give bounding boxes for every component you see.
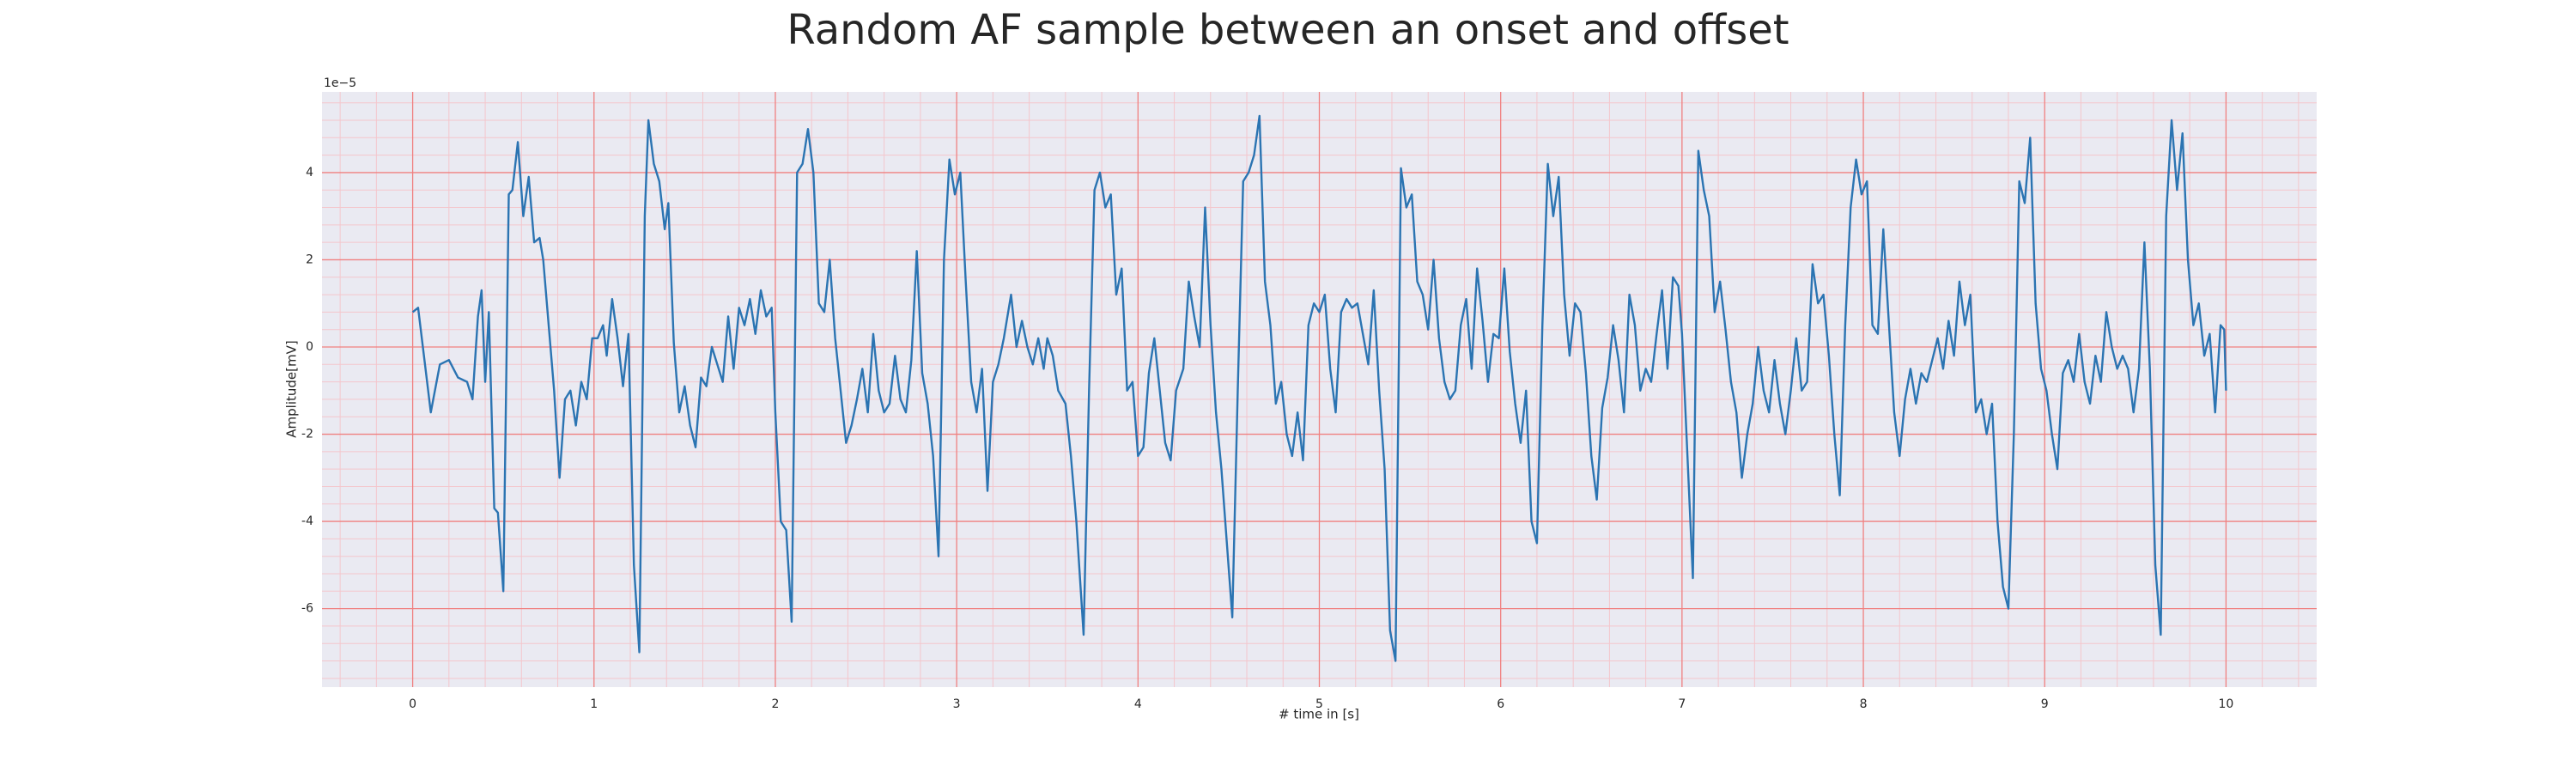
x-tick-label: 7 bbox=[1678, 697, 1686, 711]
y-axis-label: Amplitude[mV] bbox=[284, 340, 300, 437]
x-tick-label: 1 bbox=[590, 697, 598, 711]
x-axis-label: # time in [s] bbox=[1279, 707, 1359, 722]
x-tick-label: 9 bbox=[2041, 697, 2049, 711]
y-tick-label: -2 bbox=[301, 428, 313, 441]
series-line bbox=[411, 114, 2227, 662]
y-tick-label: 2 bbox=[306, 253, 313, 266]
x-tick-label: 5 bbox=[1315, 697, 1323, 711]
x-tick-label: 6 bbox=[1497, 697, 1504, 711]
x-tick-label: 2 bbox=[771, 697, 779, 711]
x-tick-label: 3 bbox=[953, 697, 961, 711]
y-tick-label: -6 bbox=[301, 602, 313, 616]
chart-title: Random AF sample between an onset and of… bbox=[787, 6, 1789, 54]
y-tick-label: 4 bbox=[306, 166, 313, 180]
x-tick-label: 10 bbox=[2218, 697, 2233, 711]
x-tick-label: 0 bbox=[409, 697, 416, 711]
x-tick-label: 8 bbox=[1860, 697, 1868, 711]
offset-label: 1e−5 bbox=[324, 76, 356, 90]
y-tick-label: 0 bbox=[306, 340, 313, 354]
x-tick-label: 4 bbox=[1134, 697, 1142, 711]
y-tick-label: -4 bbox=[301, 514, 313, 528]
